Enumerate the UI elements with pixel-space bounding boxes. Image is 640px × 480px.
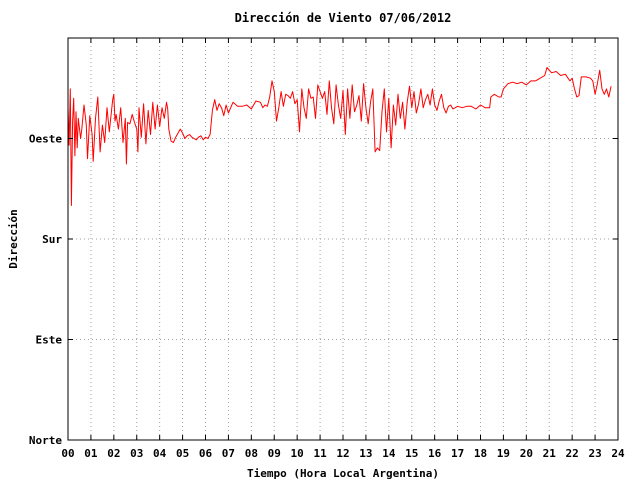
x-tick-label: 13 (359, 447, 372, 460)
x-tick-label: 06 (199, 447, 213, 460)
y-axis-label: Dirección (7, 209, 20, 269)
x-axis-label: Tiempo (Hora Local Argentina) (247, 467, 439, 480)
grid (68, 38, 618, 440)
x-tick-label: 02 (107, 447, 120, 460)
chart-title: Dirección de Viento 07/06/2012 (235, 11, 452, 25)
x-axis: 00 01 02 03 04 05 06 07 08 09 10 11 12 13 14 15 16 17 18 19… (61, 38, 625, 460)
x-tick-label: 04 (153, 447, 167, 460)
x-tick-label: 12 (336, 447, 349, 460)
x-tick-label: 16 (428, 447, 442, 460)
x-tick-label: 20 (520, 447, 533, 460)
wind-direction-series-line (67, 67, 612, 206)
x-tick-label: 19 (497, 447, 510, 460)
x-tick-label: 21 (543, 447, 557, 460)
x-tick-label: 01 (84, 447, 98, 460)
x-tick-label: 15 (405, 447, 418, 460)
series-layer (67, 67, 612, 206)
x-tick-label: 14 (382, 447, 396, 460)
x-tick-label: 08 (245, 447, 258, 460)
x-tick-label: 17 (451, 447, 464, 460)
x-tick-label: 18 (474, 447, 487, 460)
y-tick-label: Este (36, 334, 63, 347)
y-axis: Norte Este Sur Oeste (29, 133, 618, 447)
x-tick-label: 22 (566, 447, 579, 460)
x-tick-label: 09 (268, 447, 281, 460)
x-tick-label: 24 (611, 447, 625, 460)
x-tick-label: 10 (291, 447, 304, 460)
x-tick-label: 23 (588, 447, 601, 460)
y-tick-label: Norte (29, 434, 62, 447)
x-tick-label: 11 (313, 447, 327, 460)
x-tick-label: 03 (130, 447, 143, 460)
x-tick-label: 07 (222, 447, 235, 460)
x-tick-label: 05 (176, 447, 189, 460)
y-tick-label: Oeste (29, 133, 62, 146)
x-tick-label: 00 (61, 447, 74, 460)
y-tick-label: Sur (42, 233, 62, 246)
